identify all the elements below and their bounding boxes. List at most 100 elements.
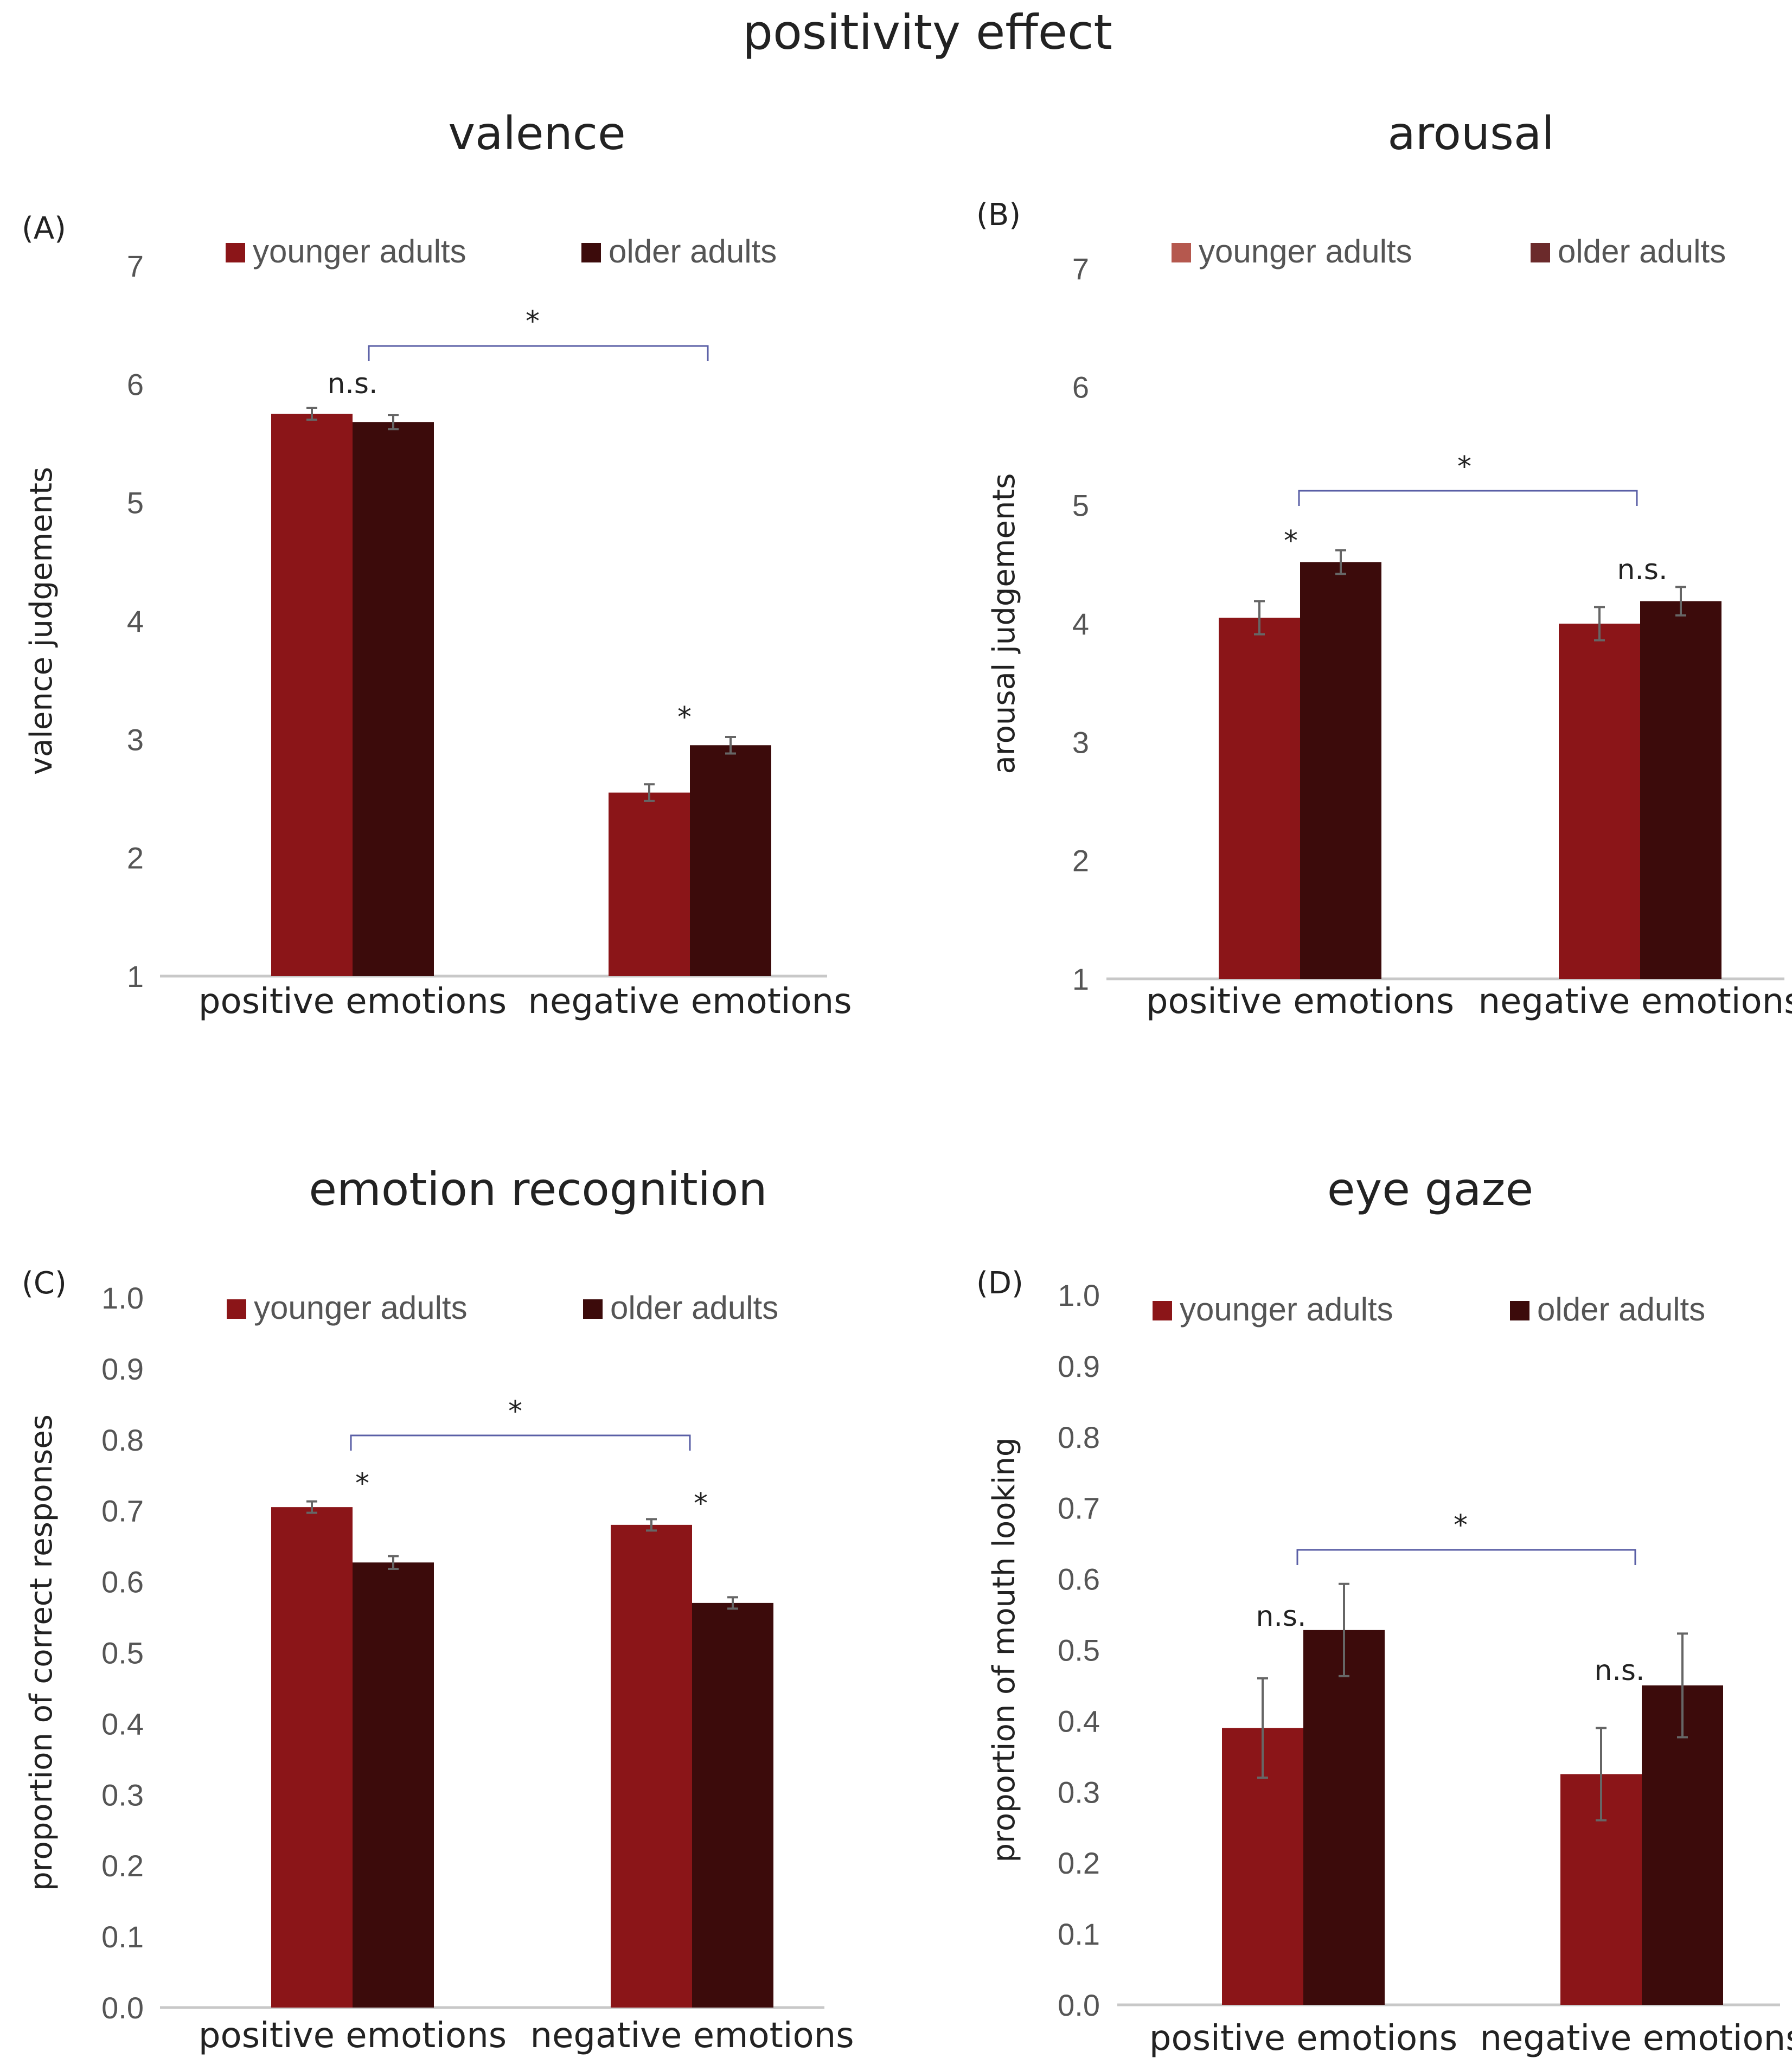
y-tick-label: 0.3 xyxy=(101,1778,144,1812)
y-tick-label: 0.6 xyxy=(101,1565,144,1599)
y-tick-label: 1.0 xyxy=(1058,1278,1100,1312)
y-tick-label: 1.0 xyxy=(101,1281,144,1315)
legend-label: younger adults xyxy=(1199,233,1412,270)
legend-label: older adults xyxy=(610,1290,778,1326)
panel-b: arousal (B) arousal judgements 1 2 3 4 5 6 7 posit… xyxy=(976,107,1792,1022)
y-tick-label: 2 xyxy=(1072,844,1089,878)
panels: valence (A) valence judgements 1 2 3 4 5 6 7 posit… xyxy=(22,107,1792,2059)
y-tick-label: 3 xyxy=(1072,725,1089,759)
error-bar xyxy=(646,1518,657,1532)
significance-label: * xyxy=(355,1467,369,1500)
y-tick-label: 0.1 xyxy=(101,1920,144,1954)
y-tick-label: 1 xyxy=(1072,962,1089,996)
y-tick-label: 0.0 xyxy=(101,1991,144,2025)
error-bar xyxy=(644,783,655,802)
y-tick-label: 0.5 xyxy=(1058,1633,1100,1668)
y-tick-label: 7 xyxy=(1072,252,1089,286)
chart-title: arousal xyxy=(1387,107,1554,160)
bar-older-adults xyxy=(1303,1630,1385,2005)
significance-bracket xyxy=(350,1434,691,1451)
x-tick-label: negative emotions xyxy=(1480,2018,1792,2059)
y-tick-label: 5 xyxy=(1072,489,1089,523)
legend-swatch-older xyxy=(1510,1301,1529,1320)
panel-d: eye gaze (D) proportion of mouth looking 0.… xyxy=(976,1163,1792,2059)
bar-younger-adults xyxy=(271,413,353,976)
error-bar xyxy=(1339,1582,1349,1677)
significance-label: * xyxy=(677,701,692,734)
bar-younger-adults xyxy=(609,792,690,976)
error-bar xyxy=(306,1500,317,1514)
y-tick-label: 2 xyxy=(127,841,144,875)
y-tick-label: 0.8 xyxy=(101,1423,144,1457)
error-bar xyxy=(727,1596,738,1610)
y-tick-label: 4 xyxy=(1072,607,1089,641)
error-bar xyxy=(388,414,399,431)
bar-older-adults xyxy=(353,1562,434,2008)
legend-label: older adults xyxy=(609,233,777,270)
chart-title: valence xyxy=(448,107,625,160)
error-bar xyxy=(1254,600,1265,636)
y-axis-label: arousal judgements xyxy=(987,473,1022,774)
bar-older-adults xyxy=(1640,601,1721,979)
legend-label: younger adults xyxy=(254,1290,468,1326)
y-tick-label: 7 xyxy=(127,249,144,283)
legend-swatch-younger xyxy=(1153,1301,1172,1320)
figure-title: positivity effect xyxy=(743,4,1112,60)
y-tick-label: 5 xyxy=(127,486,144,520)
legend-label: older adults xyxy=(1537,1291,1705,1328)
error-bar xyxy=(1257,1677,1268,1779)
significance-label: * xyxy=(1284,525,1298,557)
significance-bracket xyxy=(1296,1549,1636,1565)
x-tick-label: positive emotions xyxy=(199,2016,507,2056)
y-tick-label: 4 xyxy=(127,604,144,638)
y-tick-label: 6 xyxy=(127,367,144,401)
legend-label: older adults xyxy=(1558,233,1726,270)
significance-bracket xyxy=(368,345,709,361)
y-tick-label: 0.2 xyxy=(101,1849,144,1883)
legend-swatch-younger xyxy=(227,1299,246,1319)
y-tick-label: 1 xyxy=(127,959,144,993)
bar-younger-adults xyxy=(1219,618,1300,979)
panel-label: (A) xyxy=(22,211,66,246)
error-bar xyxy=(1677,1632,1688,1739)
y-axis-label: valence judgements xyxy=(24,467,59,775)
error-bar xyxy=(306,407,317,421)
legend-swatch-older xyxy=(581,243,601,262)
significance-label: n.s. xyxy=(1617,554,1667,586)
y-tick-label: 0.4 xyxy=(101,1707,144,1741)
y-tick-label: 0.2 xyxy=(1058,1846,1100,1880)
x-tick-label: positive emotions xyxy=(199,982,507,1022)
bar-younger-adults xyxy=(271,1507,353,2008)
panel-label: (D) xyxy=(976,1266,1023,1301)
error-bar xyxy=(388,1555,399,1570)
x-tick-label: negative emotions xyxy=(530,2016,854,2056)
panel-a: valence (A) valence judgements 1 2 3 4 5 6 7 posit… xyxy=(22,107,852,1022)
y-tick-label: 0.3 xyxy=(1058,1775,1100,1809)
error-bar xyxy=(1594,606,1605,642)
y-tick-label: 0.9 xyxy=(101,1352,144,1386)
error-bar xyxy=(1335,549,1346,575)
legend-label: younger adults xyxy=(1180,1291,1393,1328)
bar-older-adults xyxy=(692,1602,773,2008)
chart-title: emotion recognition xyxy=(309,1163,767,1216)
y-axis-label: proportion of mouth looking xyxy=(987,1438,1022,1863)
y-tick-label: 0.8 xyxy=(1058,1420,1100,1454)
error-bar xyxy=(1675,586,1686,617)
y-tick-label: 0.1 xyxy=(1058,1917,1100,1951)
bar-older-adults xyxy=(690,745,771,976)
y-tick-label: 0.0 xyxy=(1058,1988,1100,2022)
error-bar xyxy=(725,735,736,755)
bar-older-adults xyxy=(1642,1685,1723,2005)
significance-label: n.s. xyxy=(1594,1655,1644,1687)
y-axis-label: proportion of correct responses xyxy=(24,1414,59,1891)
bracket-significance-label: * xyxy=(1457,451,1471,483)
legend-swatch-older xyxy=(583,1299,603,1319)
y-tick-label: 0.9 xyxy=(1058,1349,1100,1383)
x-tick-label: positive emotions xyxy=(1149,2018,1457,2059)
bar-younger-adults xyxy=(611,1524,692,2008)
panel-label: (B) xyxy=(976,197,1021,233)
legend-label: younger adults xyxy=(253,233,466,270)
y-tick-label: 3 xyxy=(127,722,144,756)
legend-swatch-younger xyxy=(226,243,245,262)
